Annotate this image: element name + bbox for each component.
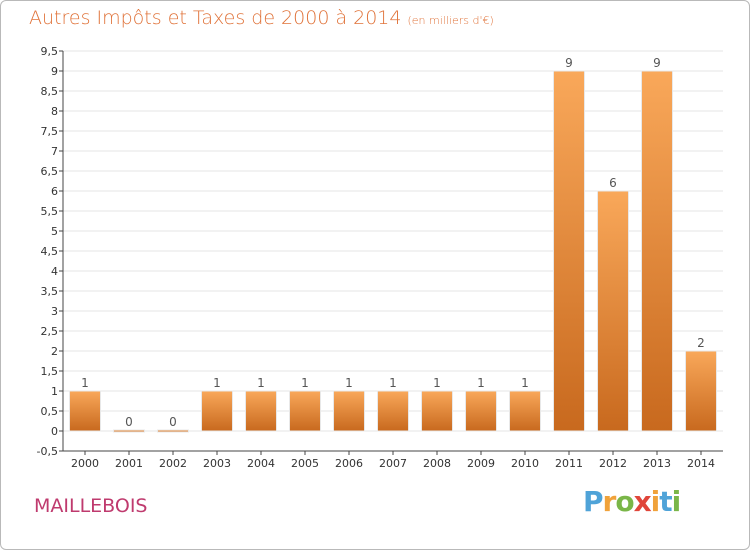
value-label-2003: 1 <box>213 376 221 390</box>
bar-2004 <box>245 390 277 432</box>
value-label-2012: 6 <box>609 176 617 190</box>
y-tick-label: 6,5 <box>41 165 59 178</box>
y-tick-label: 0 <box>51 425 58 438</box>
bar-2012 <box>597 190 629 432</box>
y-tick-label: 8 <box>51 105 58 118</box>
x-tick-label-2013: 2013 <box>643 457 671 470</box>
y-tick-label: 0,5 <box>41 405 59 418</box>
x-tick-label-2005: 2005 <box>291 457 319 470</box>
logo-letter: P <box>583 485 604 518</box>
x-tick-label-2003: 2003 <box>203 457 231 470</box>
chart-title: Autres Impôts et Taxes de 2000 à 2014 (en… <box>29 7 494 29</box>
bar-2003 <box>201 390 233 432</box>
value-label-2013: 9 <box>653 56 661 70</box>
y-tick-label: 4 <box>51 265 58 278</box>
bar-2008 <box>421 390 453 432</box>
logo-letter: i <box>671 485 682 518</box>
bar-2005 <box>289 390 321 432</box>
value-label-2009: 1 <box>477 376 485 390</box>
y-tick-label: 2,5 <box>41 325 59 338</box>
x-tick-label-2004: 2004 <box>247 457 275 470</box>
chart-title-text: Autres Impôts et Taxes de 2000 à 2014 <box>29 7 402 29</box>
x-tick-label-2009: 2009 <box>467 457 495 470</box>
bar-chart: 1 0 0 1 1 1 1 1 1 1 1 9 6 9 2 -0,5 0 0,5 1 1,5 2 2,5 3 3,5 4 4,5… <box>37 45 723 470</box>
x-tick-label-2011: 2011 <box>555 457 583 470</box>
y-tick-label: 3 <box>51 305 58 318</box>
value-label-2005: 1 <box>301 376 309 390</box>
bar-2014 <box>685 350 717 432</box>
value-label-2014: 2 <box>697 336 705 350</box>
value-label-2004: 1 <box>257 376 265 390</box>
x-tick-label-2006: 2006 <box>335 457 363 470</box>
bar-2013 <box>641 70 673 432</box>
value-label-2010: 1 <box>521 376 529 390</box>
x-tick-label-2001: 2001 <box>115 457 143 470</box>
value-label-2008: 1 <box>433 376 441 390</box>
value-label-2002: 0 <box>169 415 177 429</box>
x-tick-label-2002: 2002 <box>159 457 187 470</box>
x-tick-label-2012: 2012 <box>599 457 627 470</box>
value-label-2001: 0 <box>125 415 133 429</box>
logo-letter: o <box>615 485 634 518</box>
logo-letter: i <box>650 485 661 518</box>
bar-2007 <box>377 390 409 432</box>
value-label-2007: 1 <box>389 376 397 390</box>
x-tick-label-2007: 2007 <box>379 457 407 470</box>
bar-2006 <box>333 390 365 432</box>
chart-unit: (en milliers d'€) <box>407 14 494 27</box>
value-label-2011: 9 <box>565 56 573 70</box>
value-label-2000: 1 <box>81 376 89 390</box>
bar-2011 <box>553 70 585 432</box>
y-tick-label: 5 <box>51 225 58 238</box>
y-tick-label: 4,5 <box>41 245 59 258</box>
y-tick-label: -0,5 <box>37 445 58 458</box>
x-tick-label-2014: 2014 <box>687 457 715 470</box>
bars-layer: 1 0 0 1 1 1 1 1 1 1 1 9 6 9 2 <box>69 56 717 433</box>
x-tick-label-2008: 2008 <box>423 457 451 470</box>
y-tick-label: 6 <box>51 185 58 198</box>
logo-letter: t <box>659 485 672 518</box>
bar-2002 <box>157 429 189 433</box>
value-label-2006: 1 <box>345 376 353 390</box>
bar-2000 <box>69 390 101 432</box>
y-tick-label: 9 <box>51 65 58 78</box>
y-tick-label: 7 <box>51 145 58 158</box>
bar-2001 <box>113 429 145 433</box>
logo-letter: r <box>602 485 617 518</box>
x-tick-label-2000: 2000 <box>71 457 99 470</box>
y-tick-label: 9,5 <box>41 45 59 58</box>
y-tick-label: 1,5 <box>41 365 59 378</box>
commune-name: MAILLEBOIS <box>34 495 148 517</box>
logo-letter: x <box>633 485 652 518</box>
y-tick-label: 1 <box>51 385 58 398</box>
y-tick-label: 2 <box>51 345 58 358</box>
y-tick-label: 7,5 <box>41 125 59 138</box>
bar-2009 <box>465 390 497 432</box>
x-tick-label-2010: 2010 <box>511 457 539 470</box>
y-tick-label: 8,5 <box>41 85 59 98</box>
y-tick-label: 3,5 <box>41 285 59 298</box>
bar-2010 <box>509 390 541 432</box>
axes-layer: -0,5 0 0,5 1 1,5 2 2,5 3 3,5 4 4,5 5 5,5 6 6,5 7 7,5 8 8,5… <box>37 45 723 470</box>
proxiti-logo: Proxiti <box>583 485 682 518</box>
y-tick-label: 5,5 <box>41 205 59 218</box>
